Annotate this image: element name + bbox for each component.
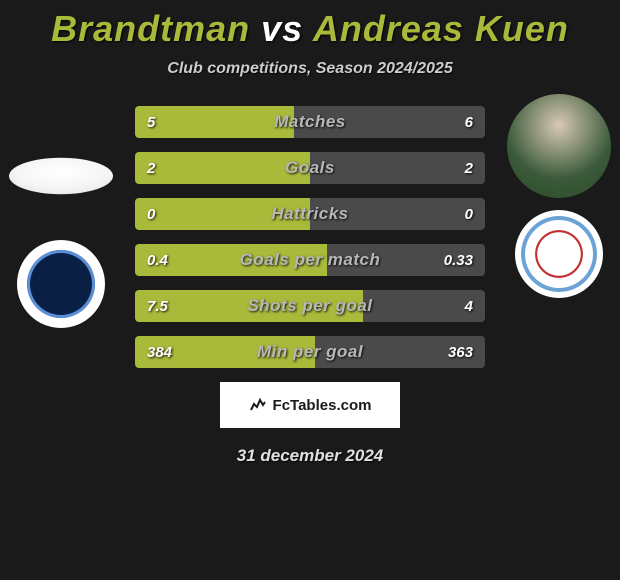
stat-label: Hattricks [135,198,485,230]
stat-row: Goals per match0.4 0.33 [135,244,485,276]
stat-row: Matches5 6 [135,106,485,138]
title-player2: Andreas Kuen [313,8,569,49]
stat-value-right: 363 [448,336,473,368]
player-left-photo [9,158,113,194]
stat-label: Min per goal [135,336,485,368]
stat-row: Hattricks0 0 [135,198,485,230]
player-right-photo [507,94,611,198]
stat-label: Goals [135,152,485,184]
stat-value-right: 6 [465,106,473,138]
stat-value-right: 2 [465,152,473,184]
stat-value-right: 4 [465,290,473,322]
stats-area: Matches5 6 Goals2 2 Hattricks0 0 Goals per mat… [0,106,620,368]
stat-value-left: 384 [147,336,172,368]
stat-label: Goals per match [135,244,485,276]
stat-value-left: 5 [147,106,155,138]
stat-value-right: 0.33 [444,244,473,276]
brand-text: FcTables.com [273,397,372,414]
stat-value-left: 2 [147,152,155,184]
stat-value-left: 0.4 [147,244,168,276]
stat-value-right: 0 [465,198,473,230]
stat-value-left: 7.5 [147,290,168,322]
title-player1: Brandtman [51,8,250,49]
stat-row: Goals2 2 [135,152,485,184]
player-right-column [504,94,614,298]
stat-label: Matches [135,106,485,138]
footer-date: 31 december 2024 [0,446,620,466]
stat-bars: Matches5 6 Goals2 2 Hattricks0 0 Goals per mat… [135,106,485,368]
stat-row: Shots per goal7.5 4 [135,290,485,322]
title-vs: vs [261,8,303,49]
club-right-logo [515,210,603,298]
brand-badge: FcTables.com [220,382,400,428]
brand-icon [249,396,267,414]
stat-value-left: 0 [147,198,155,230]
player-left-column [6,94,116,328]
club-left-logo [17,240,105,328]
stat-row: Min per goal384 363 [135,336,485,368]
stat-label: Shots per goal [135,290,485,322]
comparison-title: Brandtman vs Andreas Kuen [0,0,620,50]
subtitle: Club competitions, Season 2024/2025 [0,60,620,78]
